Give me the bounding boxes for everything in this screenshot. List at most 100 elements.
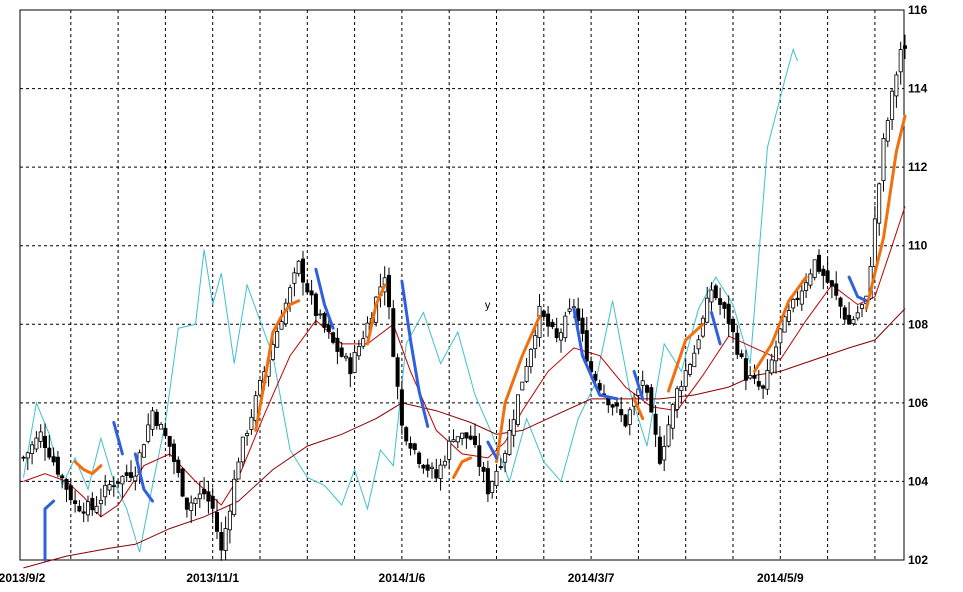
orange-segment-8 (864, 114, 907, 311)
candle-body (300, 258, 305, 283)
candle-153 (679, 380, 684, 403)
candle-77 (352, 344, 357, 374)
candle-body (752, 375, 757, 379)
candle-body (455, 436, 460, 443)
candle-body (808, 273, 813, 286)
blue-segment-2 (133, 452, 154, 503)
candle-body (313, 293, 318, 316)
candle-body (481, 466, 486, 472)
candle-121 (541, 309, 546, 322)
candle-168 (743, 349, 748, 391)
candle-body (356, 346, 361, 357)
candle-body (834, 283, 839, 296)
orange-segment-7 (753, 275, 808, 373)
candle-body (227, 510, 232, 531)
candle-body (38, 431, 43, 442)
candle-31 (154, 409, 159, 430)
candle-body (214, 512, 219, 532)
candle-94 (425, 458, 430, 478)
candle-70 (322, 311, 327, 333)
annotation-0: y (485, 300, 491, 312)
candle-150 (666, 415, 671, 448)
candle-149 (662, 435, 667, 472)
candle-0 (21, 455, 26, 462)
candle-body (855, 312, 860, 319)
candle-105 (472, 423, 477, 448)
candle-112 (503, 450, 508, 473)
candle-20 (107, 480, 112, 495)
candle-body (331, 332, 336, 343)
candle-205 (903, 34, 908, 59)
candle-body (98, 499, 103, 505)
candle-10 (64, 478, 69, 503)
candle-145 (645, 384, 650, 402)
candle-body (528, 348, 533, 368)
candle-body (163, 428, 168, 436)
y-tick-label-106: 106 (908, 396, 928, 410)
candle-137 (610, 403, 615, 416)
candle-body (68, 485, 73, 501)
candle-body (812, 259, 817, 278)
candle-body (421, 464, 426, 469)
candle-165 (731, 316, 736, 343)
candle-102 (460, 432, 465, 446)
candle-body (73, 500, 78, 504)
candle-111 (498, 458, 503, 471)
candle-103 (464, 432, 469, 449)
candle-body (253, 395, 258, 421)
candle-42 (202, 477, 207, 500)
candle-47 (223, 516, 228, 561)
candle-body (154, 411, 159, 426)
candle-body (498, 466, 503, 468)
candle-8 (55, 451, 60, 478)
candle-37 (180, 467, 185, 498)
candle-body (159, 423, 164, 430)
candle-body (197, 493, 202, 500)
candle-body (533, 335, 538, 350)
candle-30 (150, 406, 155, 437)
candle-body (503, 453, 508, 463)
candle-92 (417, 451, 422, 469)
annotations: y (485, 300, 491, 312)
candle-body (743, 358, 748, 381)
candle-99 (447, 438, 452, 470)
candle-32 (159, 422, 164, 430)
candle-19 (103, 475, 108, 506)
candle-55 (257, 379, 262, 398)
candle-2 (30, 440, 35, 465)
candle-body (546, 313, 551, 327)
candle-body (318, 313, 323, 316)
plot-frame (19, 9, 905, 561)
candle-body (180, 468, 185, 497)
candle-body (111, 485, 116, 488)
candle-113 (507, 418, 512, 456)
candle-body (842, 307, 847, 320)
candle-body (81, 511, 86, 514)
candle-body (386, 274, 391, 308)
candle-85 (386, 267, 391, 320)
candle-169 (748, 366, 753, 380)
candle-89 (404, 425, 409, 446)
candle-4 (38, 424, 43, 449)
candle-body (64, 478, 69, 490)
candle-body (210, 495, 215, 509)
candle-17 (94, 496, 99, 515)
candle-15 (86, 495, 91, 522)
candle-body (576, 308, 581, 321)
blue-segment-3 (314, 267, 335, 330)
candle-76 (348, 352, 353, 388)
candle-160 (709, 282, 714, 311)
candle-body (692, 352, 697, 368)
candle-104 (468, 425, 473, 441)
candle-body (202, 488, 207, 495)
candle-body (722, 302, 727, 309)
candle-body (838, 297, 843, 307)
blue-segment-8 (710, 311, 722, 346)
candle-141 (627, 407, 632, 436)
candle-body (597, 383, 602, 391)
candle-21 (111, 476, 116, 497)
candle-body (464, 432, 469, 439)
candle-187 (825, 258, 830, 284)
candle-body (472, 435, 477, 445)
